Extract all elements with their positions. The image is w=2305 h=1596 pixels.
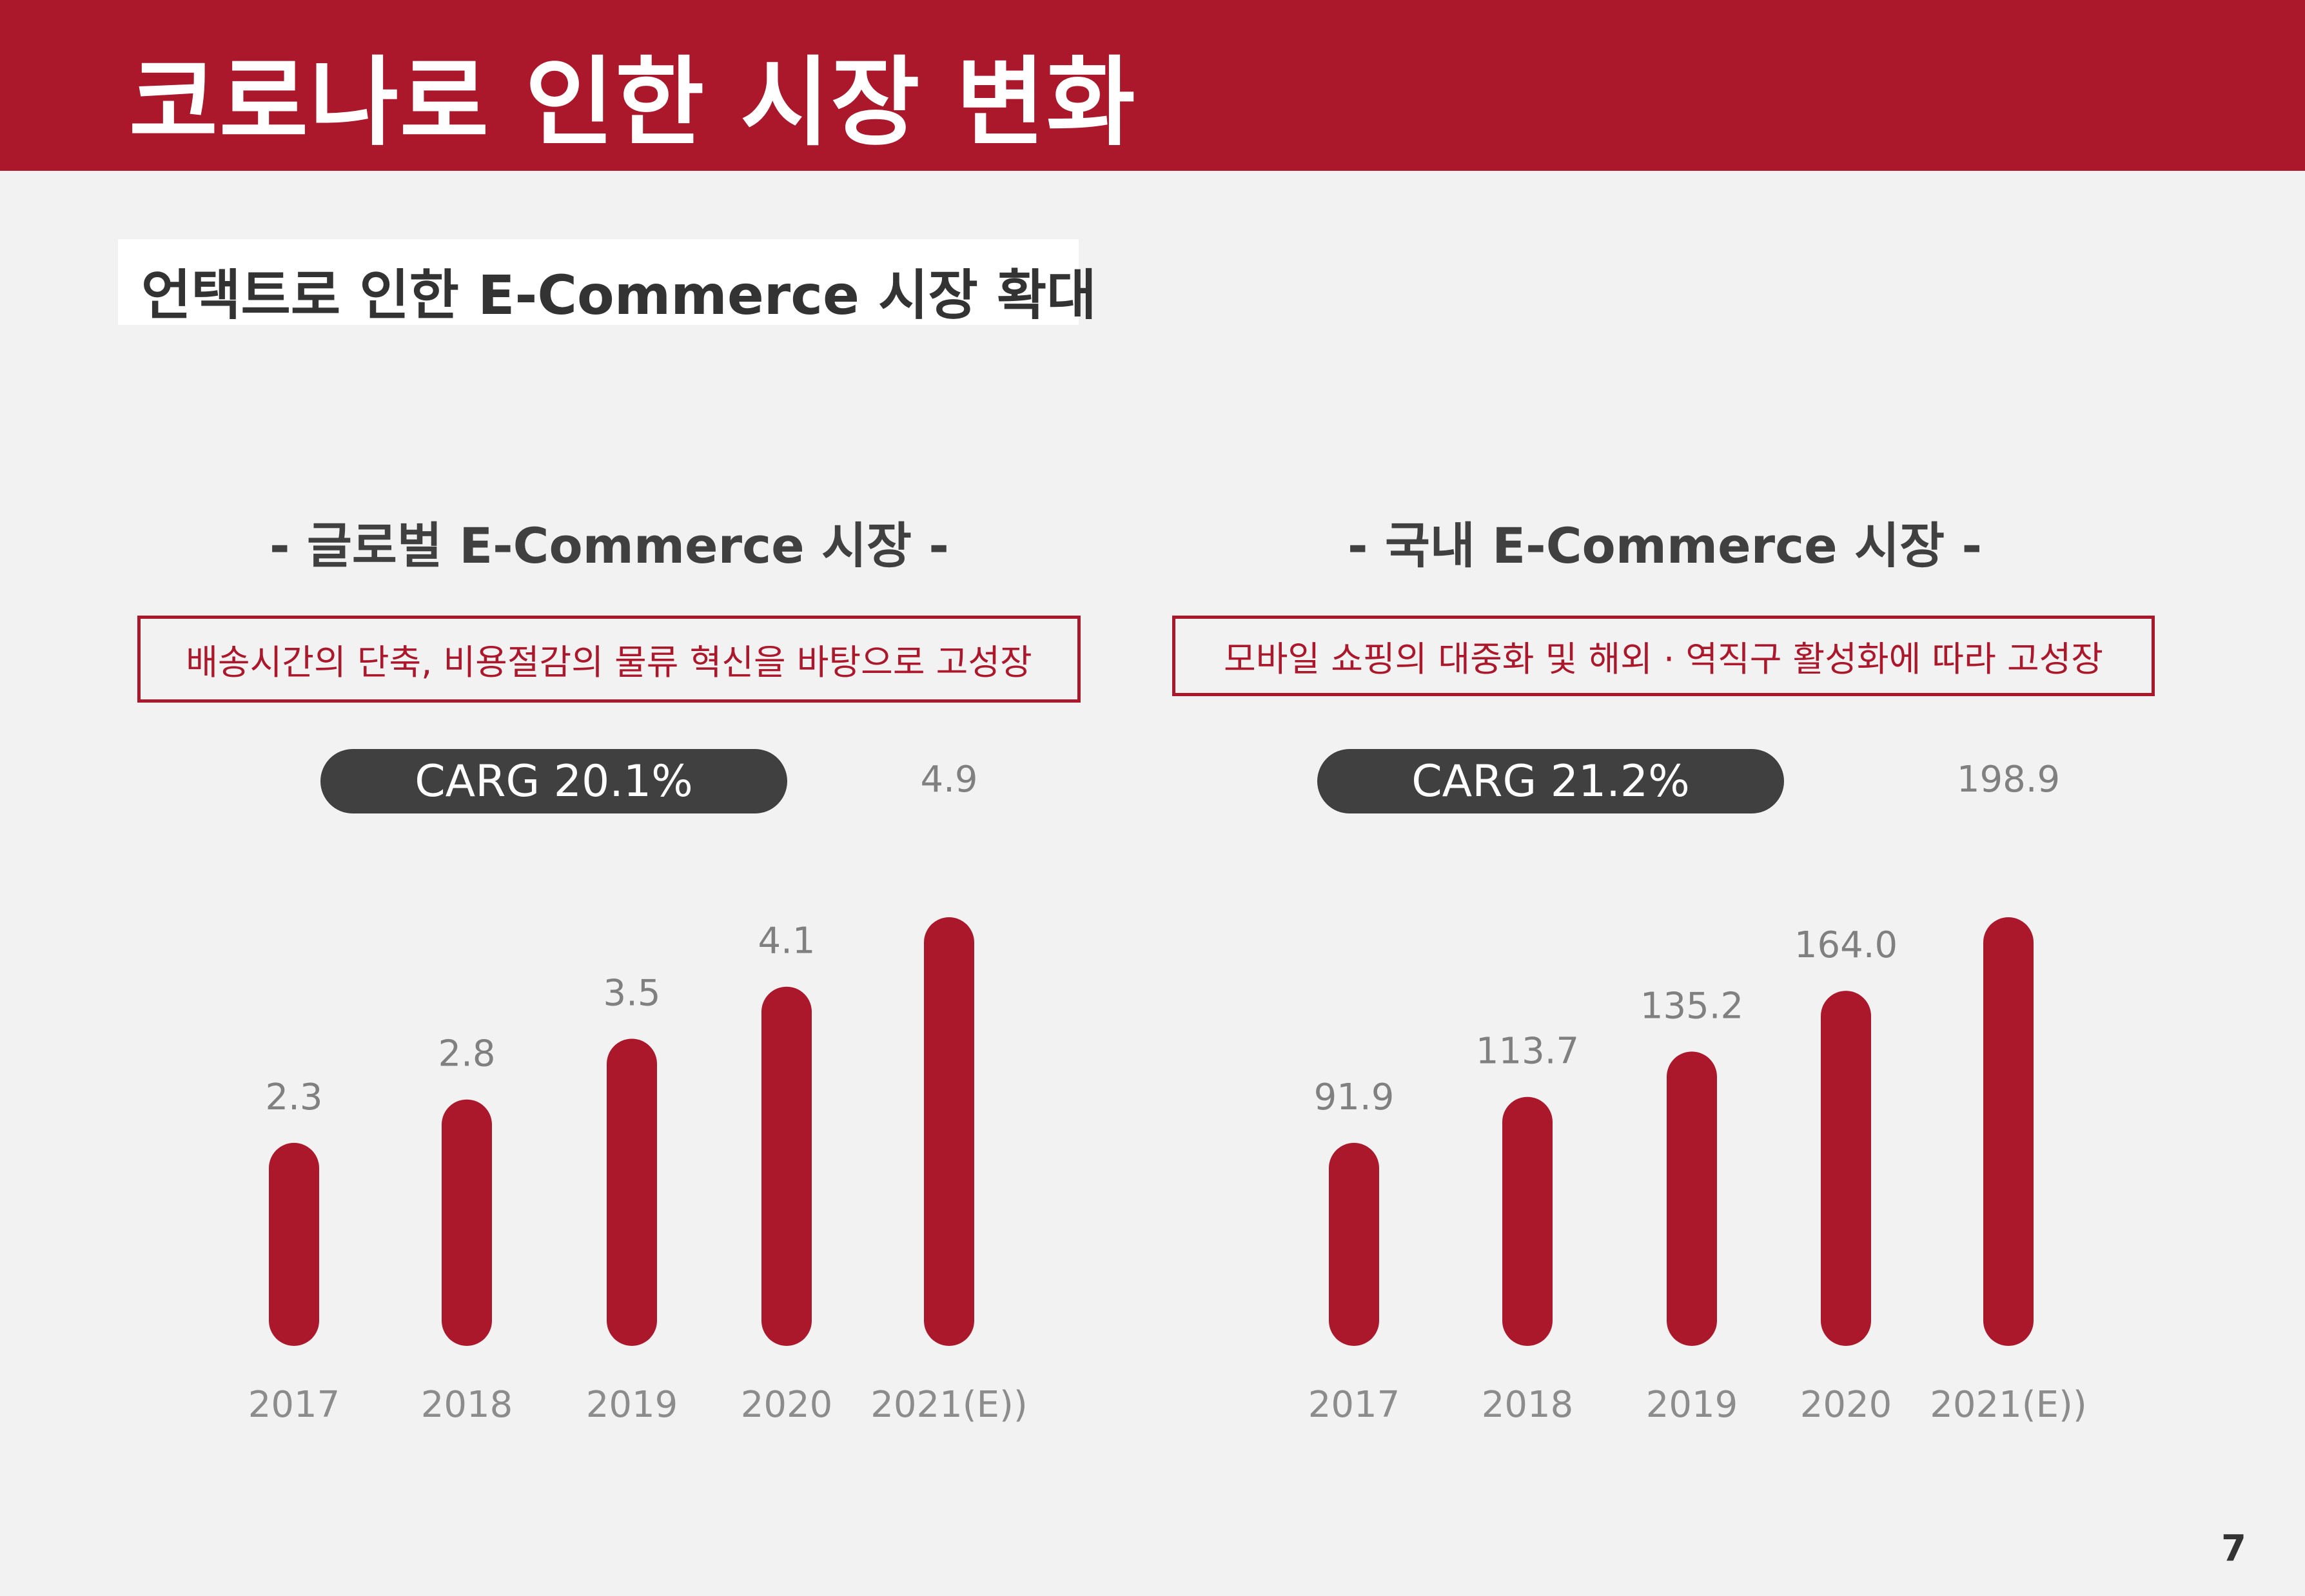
subtitle-box: 언택트로 인한 E-Commerce 시장 확대 <box>118 239 1097 327</box>
global-carg-text: CARG 20.1% <box>415 755 693 807</box>
domestic-chart-title: - 국내 E-Commerce 시장 - <box>1347 517 1983 574</box>
domestic-bar-2017 <box>1329 1143 1379 1346</box>
global-value-label: 4.9 <box>920 759 977 801</box>
global-note-text: 배송시간의 단축, 비용절감의 물류 혁신을 바탕으로 고성장 <box>186 642 1032 683</box>
global-tick-label: 2020 <box>741 1384 833 1426</box>
global-bar-2021E <box>924 917 974 1346</box>
global-bar-2017 <box>269 1143 319 1346</box>
global-chart-title: - 글로벌 E-Commerce 시장 - <box>270 517 949 574</box>
global-note-box: 배송시간의 단축, 비용절감의 물류 혁신을 바탕으로 고성장 <box>137 616 1081 703</box>
domestic-value-label: 113.7 <box>1476 1031 1579 1073</box>
domestic-bar-2020 <box>1821 991 1871 1346</box>
global-carg-badge: CARG 20.1% <box>320 749 787 813</box>
global-value-label: 2.8 <box>438 1033 495 1075</box>
global-tick-label: 2019 <box>586 1384 678 1426</box>
domestic-value-label: 135.2 <box>1640 985 1743 1027</box>
domestic-tick-label: 2020 <box>1800 1384 1892 1426</box>
global-tick-label: 2021(E)) <box>870 1384 1027 1426</box>
page-title: 코로나로 인한 시장 변화 <box>129 47 1137 159</box>
domestic-value-label: 198.9 <box>1957 759 2060 801</box>
global-tick-label: 2018 <box>421 1384 513 1426</box>
global-bar-2018 <box>442 1099 492 1346</box>
domestic-note-text: 모바일 쇼핑의 대중화 및 해외 · 역직구 활성화에 따라 고성장 <box>1224 639 2103 679</box>
domestic-bar-2021E <box>1983 917 2034 1346</box>
domestic-tick-label: 2021(E)) <box>1930 1384 2086 1426</box>
domestic-value-label: 164.0 <box>1794 924 1898 966</box>
domestic-value-label: 91.9 <box>1314 1076 1395 1118</box>
global-bar-chart: 2.3 2017 2.8 2018 3.5 2019 4.1 2020 4.9 2021(E)) <box>248 759 1028 1426</box>
domestic-bar-2018 <box>1502 1096 1553 1346</box>
header-bar: 코로나로 인한 시장 변화 <box>0 0 2305 171</box>
global-value-label: 2.3 <box>265 1076 322 1118</box>
domestic-note-box: 모바일 쇼핑의 대중화 및 해외 · 역직구 활성화에 따라 고성장 <box>1172 616 2155 696</box>
domestic-tick-label: 2018 <box>1482 1384 1574 1426</box>
domestic-carg-badge: CARG 21.2% <box>1317 749 1784 813</box>
domestic-tick-label: 2019 <box>1646 1384 1738 1426</box>
domestic-carg-text: CARG 21.2% <box>1411 755 1690 807</box>
global-value-label: 4.1 <box>758 920 815 962</box>
global-bar-2020 <box>761 986 812 1346</box>
domestic-tick-label: 2017 <box>1308 1384 1400 1426</box>
page-number: 7 <box>2221 1528 2246 1570</box>
global-tick-label: 2017 <box>248 1384 340 1426</box>
domestic-bar-2019 <box>1667 1051 1717 1346</box>
global-bar-2019 <box>607 1038 657 1346</box>
domestic-bar-chart: 91.9 2017 113.7 2018 135.2 2019 164.0 2020 198.9… <box>1308 759 2087 1426</box>
global-value-label: 3.5 <box>603 972 660 1014</box>
subtitle: 언택트로 인한 E-Commerce 시장 확대 <box>141 264 1097 327</box>
